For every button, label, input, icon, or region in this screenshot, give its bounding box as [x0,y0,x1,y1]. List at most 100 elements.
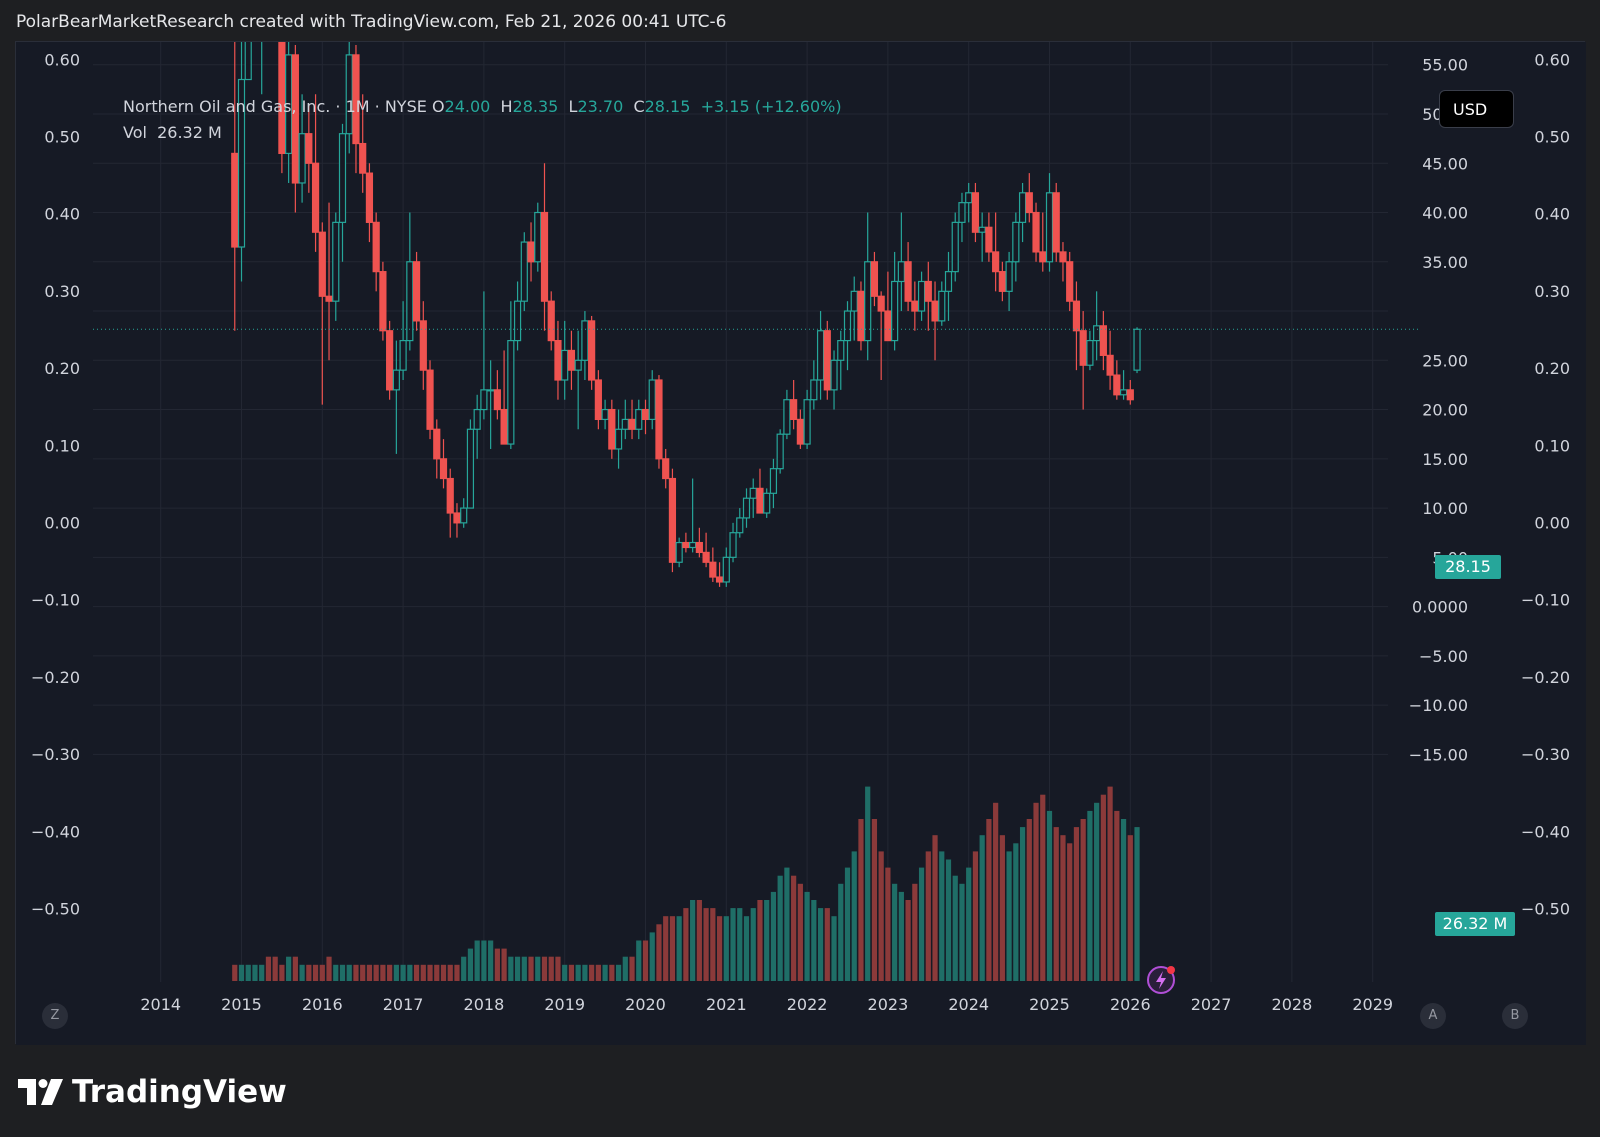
b-button[interactable]: B [1502,1003,1528,1029]
volume-bar [1073,827,1080,981]
candle-body [305,133,313,164]
volume-bar [757,900,763,981]
time-tick-label: 2021 [706,995,747,1014]
time-tick-label: 2029 [1352,995,1393,1014]
candle-body [776,433,784,470]
candle-body [621,418,629,430]
candle-body [540,211,549,302]
price-chart[interactable]: 70.0065.0060.0055.0050.0045.0040.0035.00… [16,42,1586,1045]
candle-body [648,379,656,421]
price-tick-label: 35.00 [1422,253,1468,272]
volume-bar [548,956,554,981]
a-button[interactable]: A [1420,1003,1446,1029]
candle-body [554,339,562,381]
candle-body [1059,251,1067,263]
volume-bar [494,948,500,981]
volume-bar [683,908,689,981]
volume-legend: Vol 26.32 M [123,123,222,142]
brand-name: TradingView [72,1074,287,1110]
volume-bar [461,956,467,981]
candle-body [291,54,299,184]
volume-bar [434,964,440,981]
vol-label: Vol [123,123,147,142]
price-tick-label: −15.00 [1409,745,1468,764]
price-tick-label: 25.00 [1422,351,1468,370]
symbol-name[interactable]: Northern Oil and Gas, Inc. · 1M · NYSE [123,97,427,116]
candle-body [460,507,468,524]
candle-body [985,226,993,253]
currency-button[interactable]: USD [1439,90,1514,128]
candle-body [641,408,650,421]
tradingview-logo: TradingView [18,1074,287,1110]
volume-bar [306,964,312,981]
volume-bar [1094,802,1100,981]
low-label: L [568,97,578,116]
volume-bar [777,875,783,981]
pct-tick-label-left: 0.60 [44,50,80,69]
volume-bar [676,916,682,981]
volume-bar [784,867,790,981]
volume-bar [844,867,851,981]
volume-bar [346,964,352,981]
candle-body [911,300,919,312]
volume-bar [797,883,803,981]
candle-body [298,133,306,184]
volume-bar [232,964,238,981]
volume-bar [824,908,830,981]
volume-bar [669,916,676,981]
open-value: 24.00 [444,97,491,116]
volume-bar [878,851,884,981]
volume-bar [440,964,447,981]
candle-body [433,428,441,460]
candle-body [237,78,246,248]
candle-body [917,280,926,312]
candle-body [695,541,703,554]
volume-bar [1127,835,1133,981]
volume-bar [286,956,292,981]
volume-bar [972,851,979,981]
candle-body [715,576,724,583]
candle-body [897,261,905,283]
candle-body [332,221,340,302]
price-tick-label: 20.00 [1422,401,1468,420]
candle-body [655,379,663,460]
volume-bar [764,900,770,981]
chart-frame[interactable]: 70.0065.0060.0055.0050.0045.0040.0035.00… [15,41,1586,1045]
time-tick-label: 2027 [1191,995,1232,1014]
volume-bar [380,964,386,981]
candle-body [588,320,596,381]
z-button[interactable]: Z [42,1003,68,1029]
high-label: H [500,97,513,116]
candle-body [790,399,798,421]
volume-bar [238,964,245,981]
candle-body [978,226,986,233]
volume-bar [562,964,568,981]
lightning-icon[interactable] [1146,965,1176,995]
candle-body [567,349,576,371]
last-volume-tag: 26.32 M [1435,912,1515,936]
pct-tick-label-right: 0.60 [1534,50,1570,69]
volume-bar [333,964,339,981]
pct-tick-label-left: 0.10 [44,436,80,455]
volume-bar [1026,819,1032,981]
candle-body [870,261,879,297]
volume-bar [1067,843,1073,981]
volume-bar [912,883,918,981]
candle-body [1106,354,1114,376]
pct-tick-label-right: 0.30 [1534,282,1570,301]
volume-bar [925,851,931,981]
open-label: O [431,97,445,116]
candle-body [594,379,602,421]
candle-body [473,408,481,430]
volume-bar [871,819,878,981]
volume-bar [858,819,864,981]
volume-bar [387,964,393,981]
volume-bar [1060,835,1066,981]
time-tick-label: 2017 [383,995,424,1014]
high-value: 28.35 [512,97,559,116]
volume-bar [629,956,635,981]
candle-body [338,133,347,223]
candle-body [749,487,757,499]
close-value: 28.15 [644,97,691,116]
volume-bar [817,908,824,981]
